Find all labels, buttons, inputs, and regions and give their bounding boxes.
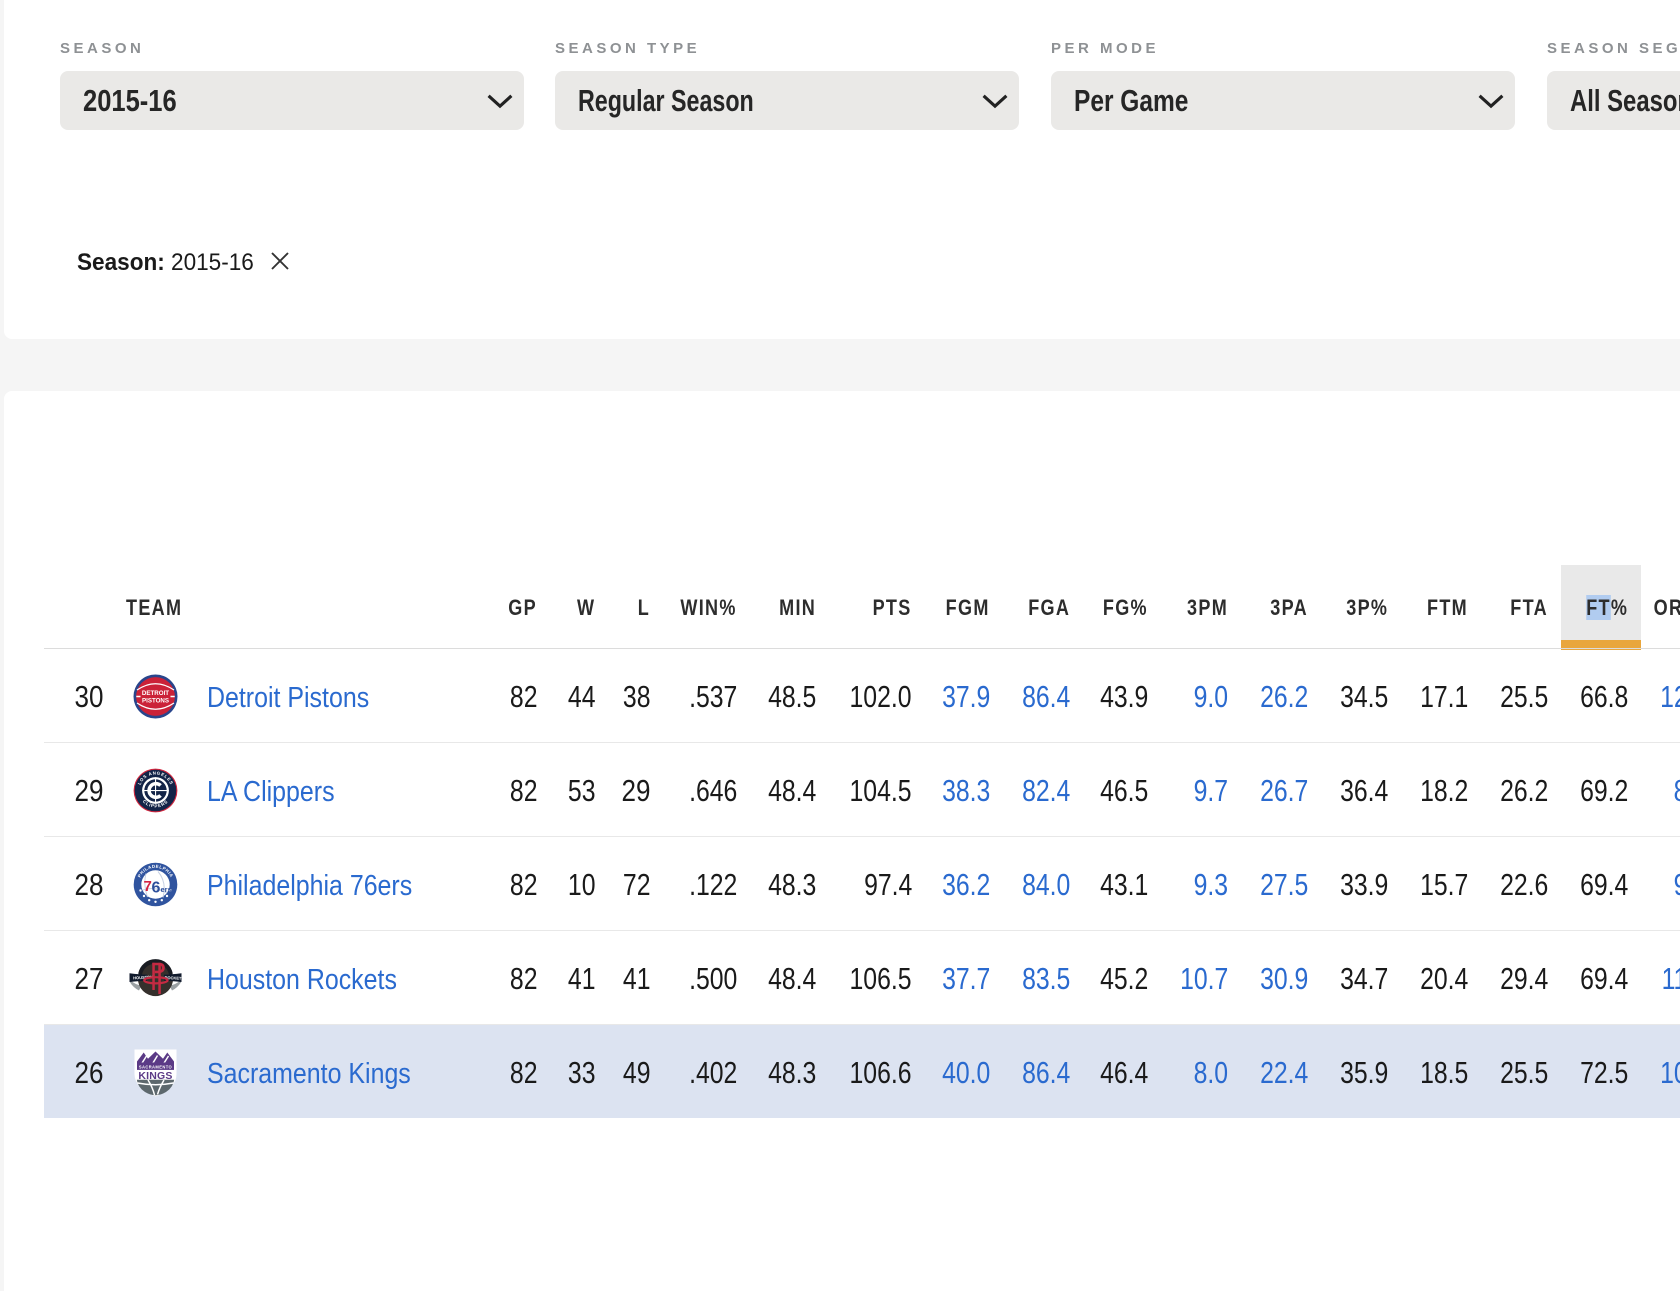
svg-text:DETROIT: DETROIT [142, 690, 169, 697]
svg-text:KINGS: KINGS [138, 1069, 172, 1081]
svg-text:ROCKETS: ROCKETS [164, 974, 184, 980]
svg-text:7: 7 [144, 878, 152, 895]
svg-text:CLIPPERS: CLIPPERS [142, 798, 169, 808]
svg-text:PISTONS: PISTONS [142, 697, 169, 704]
svg-text:SACRAMENTO: SACRAMENTO [139, 1064, 173, 1069]
svg-text:6: 6 [152, 879, 161, 896]
svg-text:HOUSTON: HOUSTON [133, 974, 153, 980]
svg-text:ers: ers [161, 885, 172, 894]
